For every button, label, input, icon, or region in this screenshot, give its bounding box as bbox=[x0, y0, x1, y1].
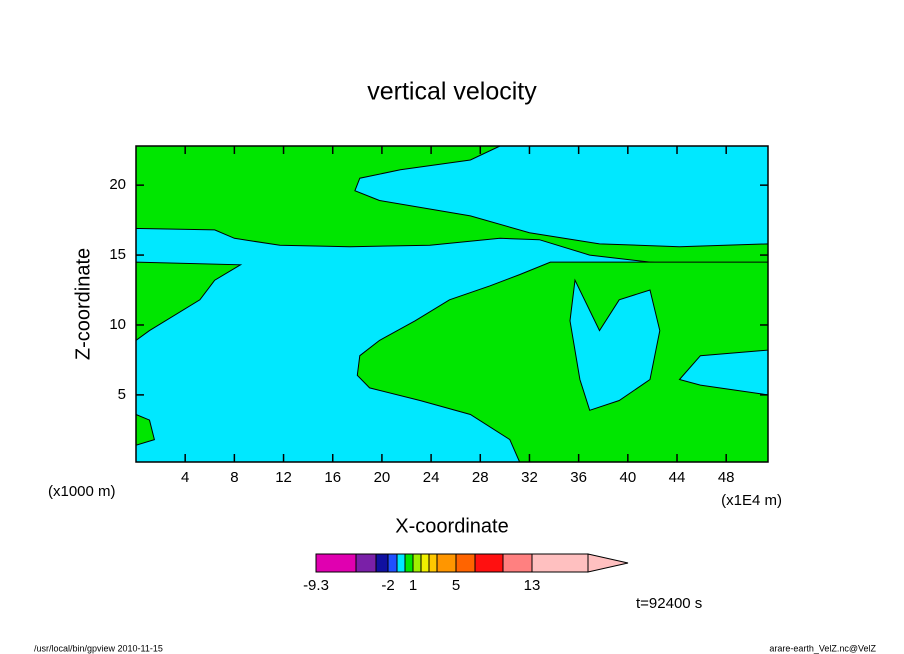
colorbar-segment bbox=[396, 553, 406, 573]
x-tick-label: 44 bbox=[669, 469, 686, 486]
colorbar-segment bbox=[315, 553, 357, 573]
colorbar-tick-label: 13 bbox=[524, 577, 541, 594]
y-tick-label: 15 bbox=[109, 246, 126, 263]
x-tick-label: 32 bbox=[521, 469, 538, 486]
x-tick-label: 16 bbox=[324, 469, 341, 486]
colorbar-tick-label: 1 bbox=[409, 577, 417, 594]
colorbar-segment bbox=[474, 553, 504, 573]
colorbar-segment bbox=[387, 553, 398, 573]
plot-frame bbox=[135, 145, 769, 463]
colorbar-segment bbox=[502, 553, 533, 573]
y-tick-label: 10 bbox=[109, 316, 126, 333]
colorbar-segment bbox=[436, 553, 457, 573]
colorbar-segment bbox=[428, 553, 438, 573]
x-tick-label: 12 bbox=[275, 469, 292, 486]
colorbar-segment bbox=[455, 553, 476, 573]
x-tick-label: 4 bbox=[181, 469, 189, 486]
x-tick-label: 28 bbox=[472, 469, 489, 486]
x-tick-label: 36 bbox=[570, 469, 587, 486]
colorbar-segment bbox=[420, 553, 430, 573]
contour-region bbox=[569, 278, 661, 411]
colorbar-segment bbox=[412, 553, 422, 573]
x-axis-label: X-coordinate bbox=[395, 515, 508, 537]
colorbar-tick-label: -9.3 bbox=[303, 577, 329, 594]
colorbar-arrow bbox=[587, 553, 629, 573]
x-tick-label: 24 bbox=[423, 469, 440, 486]
colorbar-tick-label: 5 bbox=[452, 577, 460, 594]
colorbar-segment bbox=[375, 553, 389, 573]
x-tick-label: 40 bbox=[619, 469, 636, 486]
y-tick-label: 5 bbox=[118, 386, 126, 403]
contour-region bbox=[356, 261, 769, 463]
time-label: t=92400 s bbox=[636, 595, 702, 612]
y-unit-label: (x1000 m) bbox=[48, 483, 116, 500]
colorbar-tick-label: -2 bbox=[381, 577, 394, 594]
y-axis-label: Z-coordinate bbox=[72, 248, 94, 360]
colorbar-segment bbox=[404, 553, 414, 573]
colorbar-segment bbox=[355, 553, 377, 573]
x-tick-label: 8 bbox=[230, 469, 238, 486]
chart-title: vertical velocity bbox=[367, 78, 537, 106]
x-tick-label: 20 bbox=[374, 469, 391, 486]
y-tick-label: 20 bbox=[109, 176, 126, 193]
footer-right: arare-earth_VelZ.nc@VelZ bbox=[769, 643, 876, 653]
colorbar-segment bbox=[531, 553, 589, 573]
footer-left: /usr/local/bin/gpview 2010-11-15 bbox=[34, 643, 163, 653]
x-tick-label: 48 bbox=[718, 469, 735, 486]
x-unit-label: (x1E4 m) bbox=[721, 492, 782, 509]
